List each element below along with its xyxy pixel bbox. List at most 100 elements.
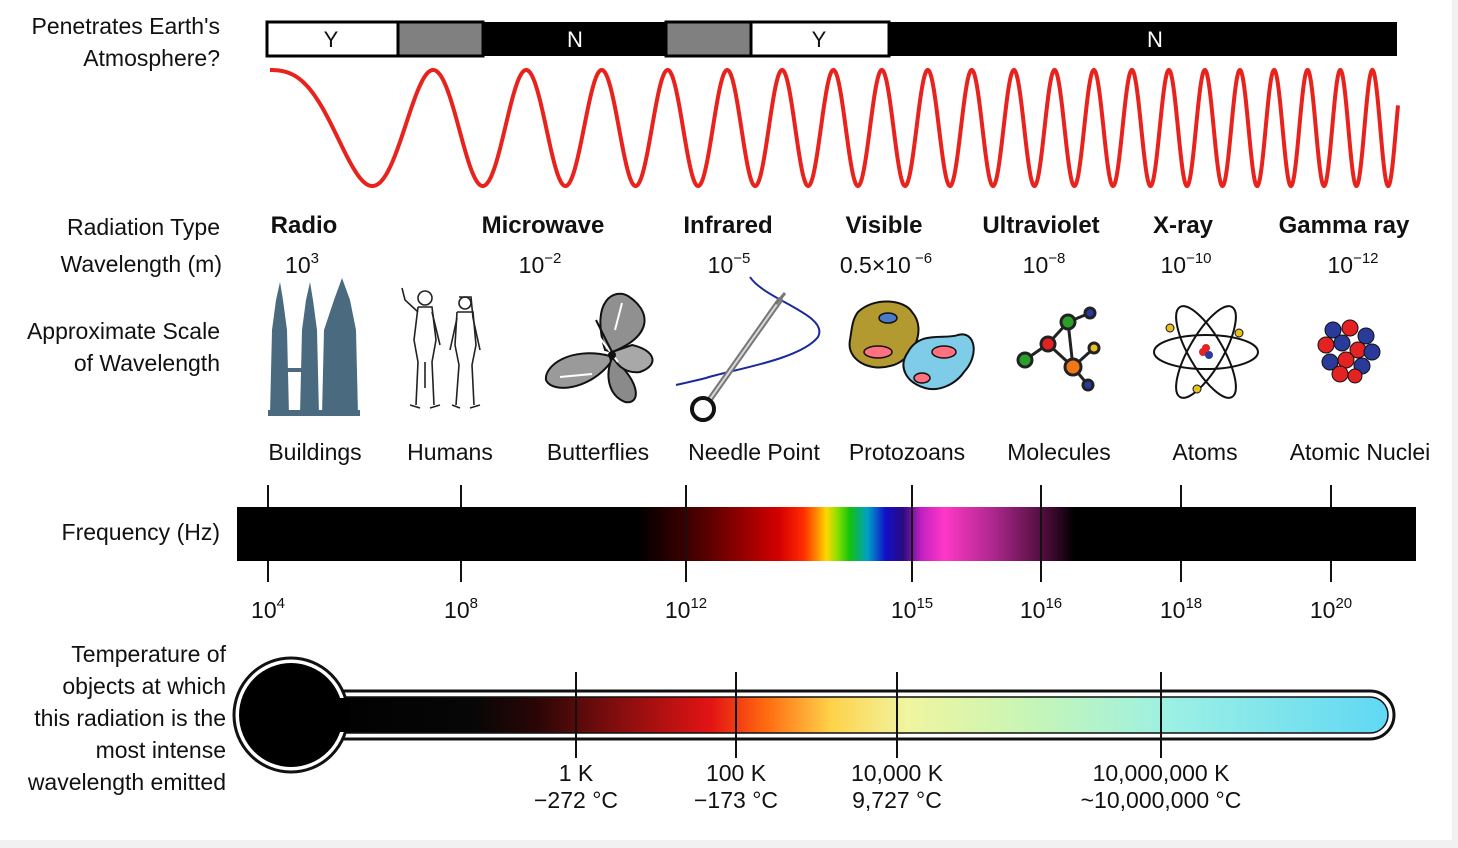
freq-label-1e8: 108 (444, 595, 478, 624)
rtype-infrared: Infrared (683, 212, 773, 239)
scale-protozoans: Protozoans (848, 439, 966, 465)
rtype-xray: X-ray (1152, 212, 1214, 239)
temp-celsius: −173 °C (693, 787, 779, 813)
freq-label-1e15: 1015 (891, 595, 934, 624)
freq-exp: 18 (1185, 595, 1203, 612)
temp-label-10000000k: 10,000,000 K ~10,000,000 °C (1081, 760, 1242, 814)
freq-exp: 16 (1045, 595, 1063, 612)
freq-base: 10 (1019, 597, 1046, 623)
atom-icon (1153, 305, 1259, 399)
freq-base: 10 (1159, 597, 1186, 623)
wl-base: 10 (707, 252, 734, 278)
wl-base: 10 (1327, 252, 1354, 278)
temperature-line3: this radiation is the (34, 705, 226, 731)
temperature-line1: Temperature of (71, 641, 226, 667)
rtype-visible: Visible (845, 212, 923, 239)
temp-label-100k: 100 K −173 °C (694, 760, 778, 814)
freq-base: 10 (664, 597, 691, 623)
wavelength-radio: 103 (285, 250, 319, 279)
thermometer (232, 656, 1396, 774)
temp-celsius: 9,727 °C (852, 787, 942, 813)
scale-needle-point: Needle Point (688, 439, 820, 465)
wl-base: 10 (1022, 252, 1049, 278)
atmo-segment-radio-y (265, 20, 400, 58)
wave-curve (270, 67, 1400, 189)
approx-scale-line2: of Wavelength (73, 350, 220, 376)
temp-kelvin: 10,000 K (850, 760, 944, 786)
wavelength-label: Wavelength (m) (60, 251, 222, 277)
freq-label-1e16: 1016 (1019, 595, 1063, 624)
wl-exp: −10 (1186, 250, 1212, 267)
right-margin (1452, 0, 1458, 848)
temp-kelvin: 10,000,000 K (1092, 760, 1230, 786)
butterfly-icon (544, 292, 654, 404)
scale-butterflies: Butterflies (546, 439, 650, 465)
wl-exp: −6 (910, 250, 933, 267)
temperature-label: Temperature of objects at which this rad… (28, 638, 226, 798)
atmo-label-n-2: N (1147, 27, 1163, 52)
molecule-icon (1016, 306, 1101, 392)
freq-exp: 15 (916, 595, 934, 612)
freq-base: 10 (1309, 597, 1336, 623)
scale-atomic-nuclei: Atomic Nuclei (1289, 439, 1431, 465)
protozoa-icon (848, 300, 975, 391)
wl-base: 10 (285, 252, 311, 278)
atmo-segment-n-2 (889, 22, 1397, 56)
scale-humans: Humans (407, 439, 493, 465)
wavelength-gamma: 10−12 (1327, 250, 1379, 279)
penetrates-label-line1: Penetrates Earth's (31, 13, 221, 39)
wl-exp: −12 (1353, 250, 1379, 267)
freq-label-1e18: 1018 (1159, 595, 1203, 624)
atmo-label-radio: Y (323, 27, 339, 52)
atmo-label-n-1: N (567, 27, 583, 52)
scale-molecules: Molecules (1007, 439, 1111, 465)
freq-label-1e20: 1020 (1309, 595, 1353, 624)
atmo-label-visible: Y (811, 27, 827, 52)
freq-base: 10 (444, 597, 470, 623)
freq-exp: 8 (469, 595, 478, 612)
atmo-segment-gray-2 (664, 20, 753, 58)
freq-label-1e12: 1012 (664, 595, 708, 624)
temperature-line5: wavelength emitted (27, 769, 226, 795)
scale-atoms: Atoms (1172, 439, 1238, 465)
frequency-label: Frequency (Hz) (61, 519, 220, 545)
freq-exp: 4 (276, 595, 285, 612)
temperature-line4: most intense (95, 737, 226, 763)
penetrates-label: Penetrates Earth's Atmosphere? (32, 10, 221, 74)
bottom-margin (0, 840, 1458, 848)
approx-scale-line1: Approximate Scale (26, 318, 220, 344)
freq-base: 10 (251, 597, 277, 623)
wl-exp: −8 (1048, 250, 1066, 267)
nucleus-icon (1317, 319, 1381, 384)
needle-icon (675, 276, 821, 422)
atmo-segment-n-1 (483, 22, 666, 56)
freq-exp: 20 (1335, 595, 1353, 612)
wavelength-xray: 10−10 (1160, 250, 1212, 279)
atmo-segment-gray-1 (396, 20, 485, 58)
temp-kelvin: 1 K (558, 760, 594, 786)
freq-exp: 12 (690, 595, 708, 612)
freq-label-1e4: 104 (251, 595, 285, 624)
wavelength-infrared: 10−5 (707, 250, 751, 279)
wl-exp: 3 (310, 250, 319, 267)
rtype-ultraviolet: Ultraviolet (982, 212, 1100, 239)
buildings-icon (268, 278, 360, 416)
wl-exp: −5 (733, 250, 751, 267)
frequency-bar (237, 507, 1416, 561)
wavelength-microwave: 10−2 (518, 250, 562, 279)
penetrates-label-line2: Atmosphere? (83, 45, 220, 71)
wavelength-ultraviolet: 10−8 (1022, 250, 1066, 279)
temp-kelvin: 100 K (705, 760, 767, 786)
wl-exp: −2 (544, 250, 562, 267)
rtype-gamma: Gamma ray (1278, 212, 1410, 239)
atmosphere-bar (265, 20, 1397, 58)
rtype-microwave: Microwave (481, 212, 605, 239)
wavelength-visible: 0.5×10 −6 (840, 250, 933, 279)
humans-icon (401, 287, 481, 409)
wl-base: 10 (518, 252, 545, 278)
temp-celsius: −272 °C (533, 787, 619, 813)
temperature-ticks (575, 672, 1162, 758)
rtype-radio: Radio (270, 212, 338, 239)
